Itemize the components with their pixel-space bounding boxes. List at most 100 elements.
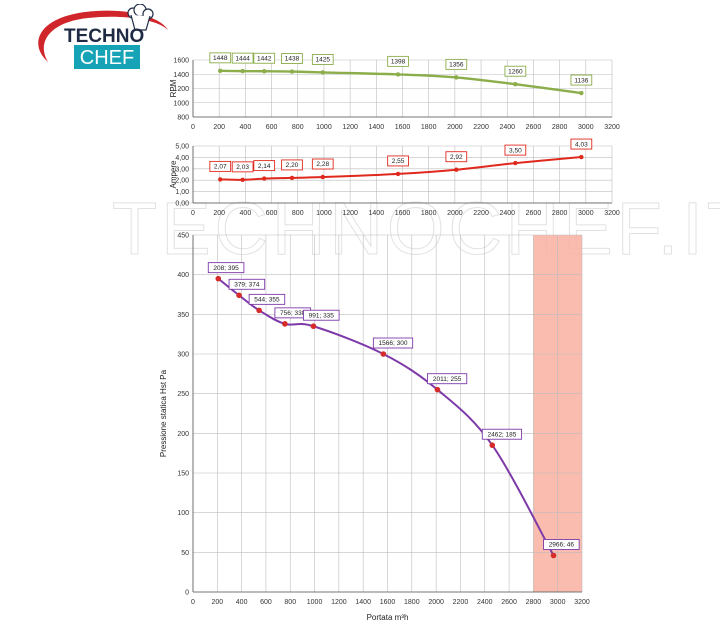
x-tick-label: 2200	[453, 599, 469, 606]
y-tick-label: 4,00	[175, 155, 189, 162]
rpm-data-point	[240, 68, 245, 74]
pressure-data-label-box	[303, 309, 340, 321]
pressure-data-label-box	[427, 373, 468, 385]
pressure-x-axis-label: Portata m³h	[367, 613, 409, 622]
x-tick-label: 2800	[552, 124, 568, 131]
y-tick-label: 250	[177, 391, 189, 398]
x-tick-label: 2600	[501, 599, 517, 606]
ampere-data-label: 2,03	[236, 164, 249, 171]
rpm-data-point	[262, 69, 267, 74]
rpm-data-label: 1442	[257, 55, 272, 62]
pressure-data-point	[489, 442, 496, 449]
pressure-y-axis-label: Pressione statica Hst Pa	[159, 369, 168, 457]
ampere-data-point	[579, 154, 584, 160]
x-tick-label: 2600	[526, 210, 542, 217]
x-tick-label: 800	[284, 599, 296, 606]
y-tick-label: 1200	[173, 86, 189, 93]
pressure-data-label: 379; 374	[234, 281, 260, 288]
rpm-data-label-box	[209, 52, 232, 64]
y-tick-label: 1000	[173, 100, 189, 107]
rpm-data-label: 1444	[235, 55, 250, 62]
y-tick-label: 3,00	[175, 166, 189, 173]
ampere-data-label: 2,14	[258, 163, 271, 170]
x-tick-label: 2800	[526, 599, 542, 606]
ampere-data-label-box	[570, 138, 593, 150]
ampere-data-point	[262, 176, 267, 181]
x-tick-label: 0	[191, 210, 195, 217]
pressure-data-label-box	[543, 539, 580, 550]
x-tick-label: 1600	[395, 210, 411, 217]
x-tick-label: 1600	[380, 599, 396, 606]
y-tick-label: 200	[177, 431, 189, 438]
ampere-data-label-box	[281, 159, 303, 171]
pressure-chart: 0 200 400 600 800 1000 1200 1400 1600 1800 2000 220…	[159, 233, 590, 623]
x-tick-label: 600	[266, 124, 278, 131]
rpm-data-label-box	[253, 52, 276, 64]
x-tick-label: 2000	[428, 599, 444, 606]
rpm-data-label-box	[311, 54, 334, 65]
ampere-data-label: 2,20	[286, 162, 299, 169]
rpm-data-label: 1438	[285, 56, 300, 63]
y-tick-label: 2,00	[175, 178, 189, 185]
ampere-data-point	[513, 160, 518, 166]
watermark: TECHNOCHEF.IT	[112, 187, 720, 271]
rpm-data-point	[454, 75, 459, 80]
ampere-data-label-box	[231, 161, 254, 173]
x-tick-label: 2000	[447, 210, 463, 217]
y-tick-label: 300	[177, 352, 189, 359]
ampere-data-label-box	[387, 155, 409, 167]
rpm-data-label-box	[387, 55, 409, 67]
pressure-data-label: 756; 338	[280, 310, 306, 317]
ampere-data-point	[320, 174, 325, 180]
pressure-data-point	[310, 323, 317, 330]
x-tick-label: 400	[236, 599, 248, 606]
y-tick-label: 450	[177, 233, 189, 240]
ampere-data-label-box	[311, 158, 334, 170]
pressure-data-point	[282, 321, 288, 327]
x-tick-label: 1400	[369, 124, 385, 131]
ampere-data-label-box	[209, 160, 232, 172]
y-tick-label: 800	[177, 115, 189, 122]
ampere-data-label: 2,92	[450, 154, 463, 161]
y-tick-label: 1600	[173, 58, 189, 65]
y-tick-label: 350	[177, 312, 189, 319]
rpm-data-label-box	[445, 58, 468, 70]
x-tick-label: 3000	[550, 599, 566, 606]
x-tick-label: 2400	[499, 124, 515, 131]
pressure-data-label: 544; 355	[254, 297, 280, 304]
pressure-data-label: 2011; 255	[433, 376, 462, 383]
pressure-data-point	[550, 552, 557, 559]
x-tick-label: 2000	[447, 124, 463, 131]
rpm-data-point	[289, 69, 295, 74]
ampere-data-label: 2,07	[214, 164, 227, 171]
pressure-data-label-box	[481, 428, 523, 440]
ampere-data-point	[218, 177, 223, 182]
x-tick-label: 1000	[307, 599, 323, 606]
rpm-data-label: 1398	[391, 59, 406, 66]
x-tick-label: 0	[191, 599, 195, 606]
rpm-data-point	[218, 68, 223, 74]
pressure-series-line	[217, 277, 555, 556]
pressure-data-label: 2966; 46	[549, 542, 575, 549]
x-tick-label: 1800	[404, 599, 420, 606]
pressure-data-point	[256, 307, 262, 314]
x-tick-label: 2200	[473, 210, 489, 217]
x-tick-label: 200	[213, 210, 225, 217]
ampere-data-label-box	[504, 144, 527, 156]
ampere-data-point	[454, 167, 459, 172]
x-tick-label: 2200	[473, 124, 489, 131]
x-tick-label: 3200	[604, 210, 620, 217]
rpm-data-label: 1425	[316, 57, 331, 64]
ampere-data-label-box	[445, 151, 468, 163]
x-tick-label: 400	[240, 210, 252, 217]
rpm-data-label-box	[570, 74, 593, 86]
pressure-data-point	[236, 292, 242, 299]
rpm-data-point	[579, 90, 584, 96]
x-tick-label: 600	[266, 210, 278, 217]
rpm-data-point	[513, 82, 518, 87]
logo-line2: CHEF	[80, 47, 134, 69]
x-tick-label: 3200	[574, 599, 590, 606]
rpm-data-label-box	[231, 52, 254, 64]
x-tick-label: 1400	[355, 599, 371, 606]
